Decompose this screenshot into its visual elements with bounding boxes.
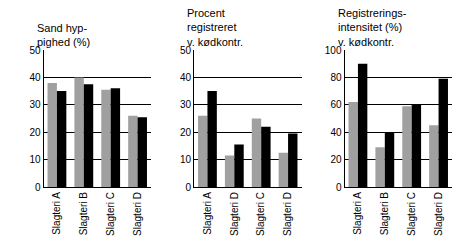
svg-text:50: 50 <box>180 45 192 56</box>
svg-text:40: 40 <box>330 127 342 138</box>
svg-text:Slagteri C: Slagteri C <box>255 192 266 236</box>
svg-text:Slagteri A: Slagteri A <box>352 192 363 235</box>
svg-text:Slagteri A: Slagteri A <box>51 192 62 235</box>
svg-text:Slagteri D: Slagteri D <box>282 192 293 236</box>
svg-text:0: 0 <box>35 182 41 193</box>
svg-text:20: 20 <box>180 127 192 138</box>
svg-text:Slagteri C: Slagteri C <box>105 192 116 236</box>
svg-text:60: 60 <box>330 99 342 110</box>
svg-text:Slagteri C: Slagteri C <box>406 192 417 236</box>
svg-text:40: 40 <box>29 72 41 83</box>
svg-text:Slagteri D: Slagteri D <box>132 192 143 236</box>
svg-text:Slagteri D: Slagteri D <box>229 192 240 236</box>
svg-text:Slagteri A: Slagteri A <box>202 192 213 235</box>
svg-text:Procentregistreretv. kødkontr.: Procentregistreretv. kødkontr. <box>187 7 243 48</box>
svg-text:Slagteri D: Slagteri D <box>433 192 444 236</box>
svg-text:40: 40 <box>180 72 192 83</box>
svg-text:Slagteri B: Slagteri B <box>379 192 390 236</box>
svg-text:Registrerings-intensitet (%)v.: Registrerings-intensitet (%)v. kødkontr. <box>338 7 407 48</box>
svg-text:Slagteri B: Slagteri B <box>78 192 89 236</box>
svg-text:80: 80 <box>330 72 342 83</box>
svg-text:20: 20 <box>29 127 41 138</box>
svg-text:10: 10 <box>29 154 41 165</box>
svg-text:100: 100 <box>325 45 342 56</box>
svg-text:0: 0 <box>336 182 342 193</box>
svg-text:20: 20 <box>330 154 342 165</box>
svg-text:10: 10 <box>180 154 192 165</box>
svg-text:30: 30 <box>29 99 41 110</box>
svg-text:Sand hyp-pighed (%): Sand hyp-pighed (%) <box>37 22 90 48</box>
svg-text:0: 0 <box>185 182 191 193</box>
svg-text:30: 30 <box>180 99 192 110</box>
svg-text:50: 50 <box>29 45 41 56</box>
